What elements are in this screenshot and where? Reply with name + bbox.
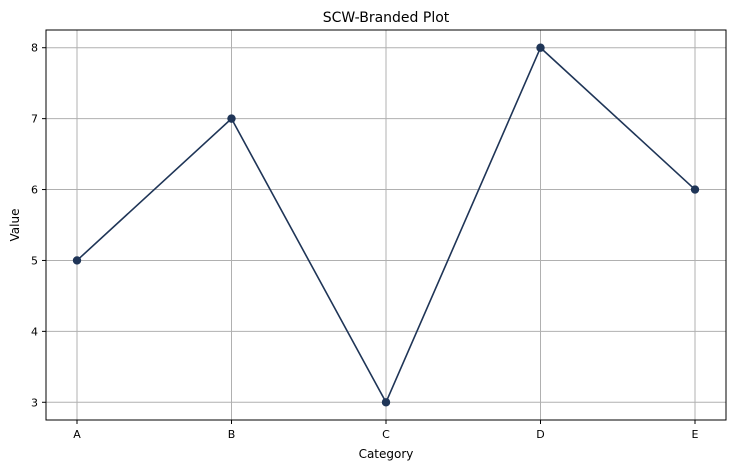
series-group xyxy=(72,43,700,407)
y-tick-label: 4 xyxy=(31,325,38,338)
x-axis-label: Category xyxy=(359,447,414,461)
data-point xyxy=(227,114,236,123)
y-tick-label: 5 xyxy=(31,254,38,267)
y-tick-label: 3 xyxy=(31,396,38,409)
y-axis-label: Value xyxy=(8,209,22,242)
x-tick-label: B xyxy=(228,428,236,441)
y-tick-label: 8 xyxy=(31,42,38,55)
x-tick-label: D xyxy=(536,428,544,441)
chart-title: SCW-Branded Plot xyxy=(323,10,450,26)
data-point xyxy=(536,43,545,52)
x-tick-label: E xyxy=(692,428,699,441)
y-tick-label: 6 xyxy=(31,184,38,197)
x-tick-label: C xyxy=(382,428,390,441)
data-point xyxy=(690,185,700,194)
y-tick-label: 7 xyxy=(31,113,38,126)
grid xyxy=(46,30,726,420)
axis-ticks: A B C D E 3 4 5 6 7 8 xyxy=(31,42,699,441)
data-point xyxy=(72,256,82,265)
data-point xyxy=(381,398,391,407)
x-tick-label: A xyxy=(73,428,81,441)
